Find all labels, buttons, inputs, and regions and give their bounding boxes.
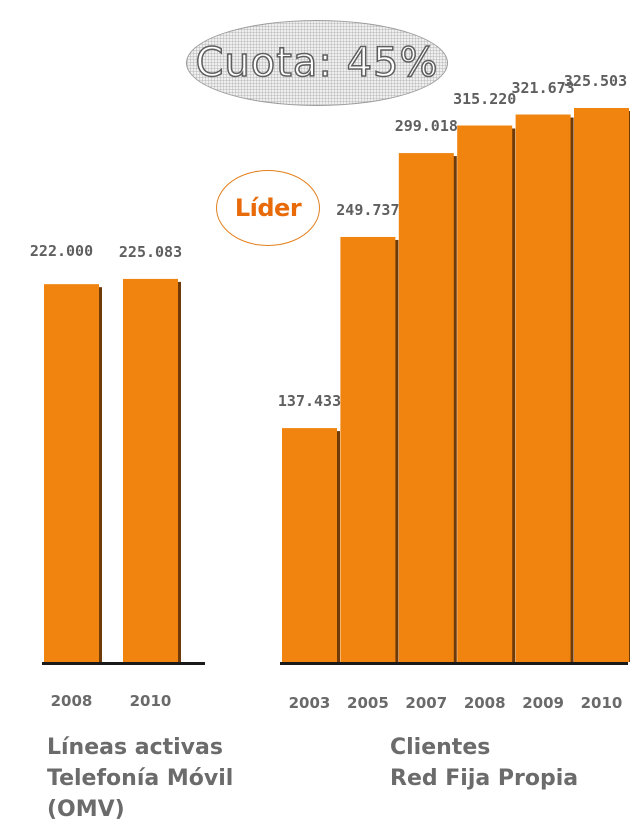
bar-value-label: 325.503 [563, 72, 628, 90]
x-tick-label: 2007 [405, 694, 448, 712]
bar-2008 [457, 125, 513, 663]
bar-value-label: 299.018 [394, 117, 458, 136]
fixed-clients-caption: Clientes Red Fija Propia [390, 735, 579, 791]
bar-value-label: 225.083 [118, 242, 183, 261]
bar-value-label: 137.433 [277, 392, 342, 411]
x-tick-label: 2003 [288, 694, 331, 712]
x-tick-label: 2008 [463, 694, 506, 712]
x-tick-label: 2010 [580, 694, 623, 712]
cuota-label: Cuota: 45% [195, 39, 439, 87]
cuota-badge: Cuota: 45% [186, 20, 448, 106]
lider-badge: Líder [216, 170, 320, 246]
bar-value-label: 249.737 [336, 200, 400, 219]
bar-2005 [340, 236, 396, 662]
bar-2010 [123, 278, 178, 662]
bar-2007 [398, 153, 454, 663]
bar-value-label: 315.220 [453, 89, 517, 108]
bar-value-label: 321.673 [511, 78, 575, 97]
x-tick-label: 2009 [522, 694, 564, 712]
x-tick-label: 2008 [50, 692, 93, 710]
bar-2010 [574, 108, 629, 662]
bar-2003 [282, 428, 337, 662]
bar-value-label: 222.000 [29, 242, 94, 261]
x-tick-label: 2010 [129, 692, 172, 710]
bar-2008 [44, 284, 99, 662]
mobile-lines-caption: Líneas activas Telefonía Móvil (OMV) [47, 735, 234, 822]
lider-label: Líder [234, 194, 302, 222]
bar-2009 [515, 114, 571, 663]
x-tick-label: 2005 [347, 694, 389, 712]
